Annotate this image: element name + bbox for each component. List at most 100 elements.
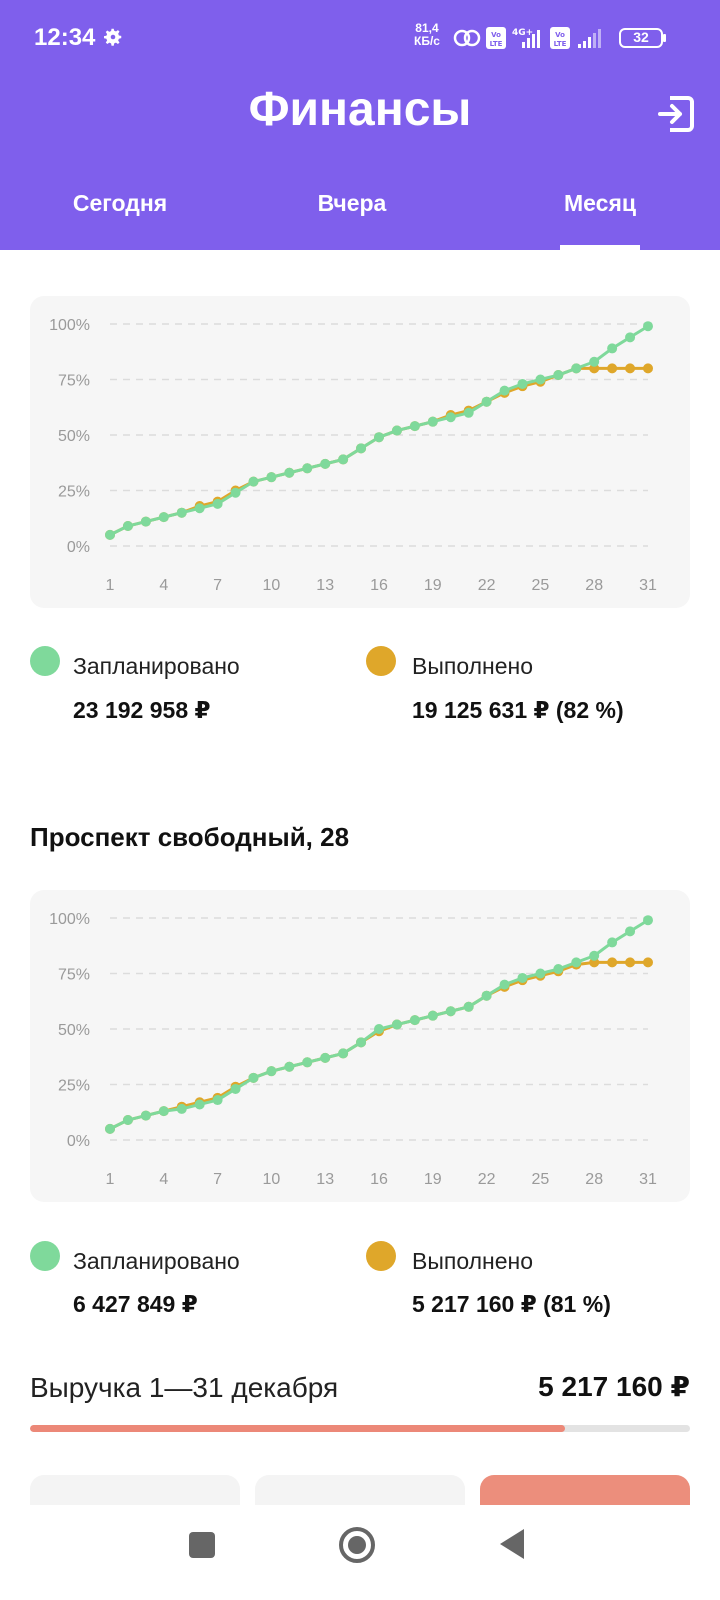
done-series-line	[109, 960, 648, 1131]
recent-apps-icon[interactable]	[188, 1531, 216, 1559]
y-tick-label: 0%	[67, 539, 90, 556]
planned-label: Запланировано	[73, 653, 240, 679]
planned-point	[122, 521, 133, 532]
x-tick-label: 10	[263, 1171, 281, 1188]
planned-legend-marker	[30, 646, 60, 676]
branch-planned-label: Запланировано	[73, 1248, 240, 1274]
planned-point	[140, 1110, 151, 1121]
x-tick-label: 16	[370, 577, 388, 594]
planned-point	[194, 1099, 205, 1110]
y-tick-label: 50%	[58, 1022, 90, 1039]
home-icon[interactable]	[337, 1525, 377, 1565]
done-point	[643, 363, 653, 374]
planned-point	[445, 1006, 456, 1017]
tab-yesterday[interactable]: Вчера	[317, 190, 387, 216]
planned-series-line	[109, 324, 649, 537]
x-tick-label: 22	[478, 577, 496, 594]
svg-text:Vo: Vo	[555, 31, 565, 39]
planned-point	[374, 432, 384, 443]
back-icon[interactable]	[498, 1527, 526, 1561]
y-tick-label: 75%	[58, 967, 90, 984]
logout-icon[interactable]	[656, 94, 696, 134]
planned-point	[320, 458, 331, 469]
planned-point	[517, 378, 528, 389]
y-tick-label: 100%	[49, 317, 90, 334]
planned-point	[535, 968, 546, 979]
planned-point	[302, 463, 313, 474]
planned-point	[463, 1001, 474, 1012]
revenue-value: 5 217 160 ₽	[538, 1371, 690, 1402]
branch-done-legend-marker	[366, 1241, 396, 1271]
planned-point	[284, 1061, 295, 1072]
x-tick-label: 19	[424, 577, 442, 594]
planned-point	[338, 454, 349, 465]
x-tick-label: 31	[639, 577, 657, 594]
planned-point	[499, 385, 510, 396]
battery-level: 32	[633, 29, 649, 45]
revenue-label: Выручка 1—31 декабря	[30, 1372, 339, 1403]
revenue-progress-bar	[30, 1425, 690, 1432]
tab-month[interactable]: Месяц	[560, 190, 640, 250]
planned-point	[643, 321, 653, 332]
planned-point	[427, 416, 438, 427]
planned-point	[230, 487, 241, 498]
planned-point	[356, 443, 367, 454]
tab-today[interactable]: Сегодня	[72, 190, 168, 216]
x-tick-label: 1	[106, 1171, 115, 1188]
x-tick-label: 4	[159, 1171, 168, 1188]
branch-chart-card: 0% 25% 50% 75% 100% 1 4 7 10 13 16 19 22 25 28 31	[30, 890, 690, 1202]
x-tick-label: 31	[639, 1171, 657, 1188]
summary-chart-card: 0% 25% 50% 75% 100% 1 4 7 10 13 16 19 22 25 28 31	[30, 296, 690, 608]
planned-point	[105, 529, 115, 540]
summary-line-chart: 0% 25% 50% 75% 100% 1 4 7 10 13 16 19 22 25 28 31	[49, 317, 657, 594]
planned-point	[481, 990, 492, 1001]
planned-point	[391, 425, 402, 436]
planned-point	[589, 356, 600, 367]
planned-point	[302, 1057, 313, 1068]
status-bar: 12:34 81,4 КБ/с Vo LTE 4G+ Vo	[0, 0, 720, 70]
branch-done-value: 5 217 160 ₽ (81 %)	[412, 1291, 611, 1317]
x-tick-label: 7	[213, 1171, 222, 1188]
done-point	[625, 957, 636, 968]
planned-point	[535, 374, 546, 385]
planned-point	[248, 1072, 259, 1083]
planned-point	[571, 363, 582, 374]
volte-icon: Vo LTE	[486, 27, 506, 49]
signal-icon-2	[578, 29, 601, 48]
planned-point	[212, 1095, 223, 1106]
svg-text:LTE: LTE	[554, 40, 567, 48]
x-tick-label: 28	[585, 1171, 603, 1188]
planned-point	[158, 512, 169, 523]
x-tick-label: 25	[532, 577, 550, 594]
x-tick-label: 13	[316, 577, 334, 594]
planned-point	[481, 396, 492, 407]
svg-text:Vo: Vo	[491, 31, 501, 39]
system-navigation-bar	[0, 1505, 720, 1600]
branch-line-chart: 0% 25% 50% 75% 100% 1 4 7 10 13 16 19 22 25 28 31	[49, 911, 657, 1188]
x-tick-label: 7	[213, 577, 222, 594]
svg-text:4G+: 4G+	[512, 28, 533, 38]
planned-point	[248, 476, 259, 487]
planned-point	[122, 1115, 133, 1126]
revenue-progress-fill	[30, 1425, 565, 1432]
status-time: 12:34	[34, 24, 96, 51]
done-point	[643, 957, 653, 968]
app-header: 12:34 81,4 КБ/с Vo LTE 4G+ Vo	[0, 0, 720, 250]
planned-point	[463, 407, 474, 418]
planned-point	[445, 412, 456, 423]
planned-point	[320, 1052, 331, 1063]
planned-point	[589, 950, 600, 961]
branch-title: Проспект свободный, 28	[30, 822, 350, 852]
volte-icon-2: Vo LTE	[550, 27, 570, 49]
branch-planned-value: 6 427 849 ₽	[73, 1291, 198, 1317]
branch-planned-legend-marker	[30, 1241, 60, 1271]
planned-point	[212, 498, 223, 509]
planned-point	[553, 370, 564, 381]
planned-point	[140, 516, 151, 527]
planned-point	[374, 1024, 384, 1034]
gear-icon	[104, 28, 122, 46]
done-label: Выполнено	[412, 653, 534, 679]
status-icons: Vo LTE 4G+ Vo LTE	[453, 27, 666, 49]
y-tick-label: 100%	[49, 911, 90, 928]
planned-point	[427, 1010, 438, 1021]
